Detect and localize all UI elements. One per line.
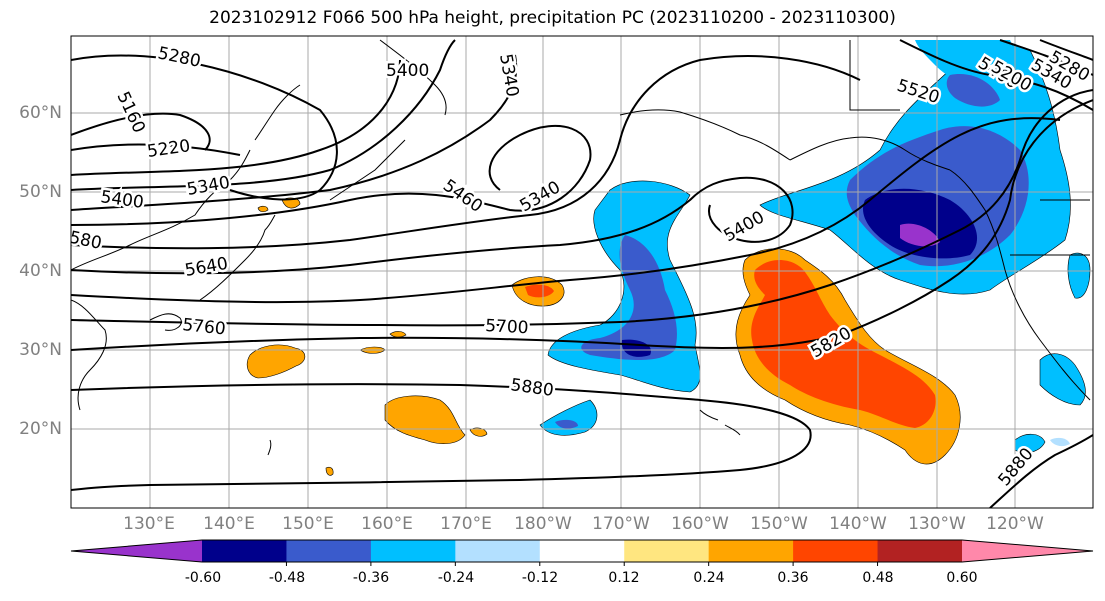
- lon-label: 150°W: [750, 514, 808, 534]
- lon-label: 160°E: [361, 514, 413, 534]
- precip-area: [525, 284, 554, 298]
- contour-label: 5700: [485, 316, 529, 338]
- precip-area: [246, 344, 306, 379]
- coastline: [329, 139, 406, 201]
- precip-area: [257, 205, 269, 213]
- height-contour: [71, 54, 518, 211]
- height-contour: [899, 39, 1093, 111]
- map-frame: [70, 35, 1094, 509]
- coastline: [71, 299, 107, 411]
- height-contours: [71, 39, 1093, 508]
- lon-label: 140°E: [203, 514, 255, 534]
- precip-area: [1050, 437, 1070, 447]
- lat-label: 30°N: [19, 340, 62, 360]
- precip-area: [384, 395, 466, 444]
- lon-label: 180°W: [514, 514, 572, 534]
- height-contour: [71, 99, 1093, 351]
- lon-label: 150°E: [282, 514, 334, 534]
- lon-label: 170°E: [440, 514, 492, 534]
- precip-area: [1039, 353, 1086, 406]
- colorbar-tick-label: 0.48: [862, 570, 894, 586]
- height-contour: [71, 112, 211, 151]
- precip-negative-areas: [539, 40, 1091, 454]
- coastline: [199, 214, 276, 301]
- lon-label: 130°E: [123, 514, 175, 534]
- coastline: [699, 409, 741, 436]
- height-contour: [71, 59, 401, 176]
- precip-area: [862, 188, 978, 259]
- coastline: [619, 109, 791, 161]
- precip-area: [751, 260, 936, 428]
- precip-area: [325, 466, 334, 476]
- coastline: [267, 439, 272, 456]
- coastline: [949, 169, 1091, 401]
- height-contour: [999, 39, 1093, 76]
- coastline: [379, 39, 447, 116]
- precip-area: [946, 74, 1000, 107]
- coastlines: [71, 39, 1091, 456]
- colorbar-tick-label: 0.60: [946, 570, 978, 586]
- height-contour: [71, 117, 1061, 304]
- colorbar-tick-label: 0.24: [693, 570, 725, 586]
- lon-label: 160°W: [671, 514, 729, 534]
- coastline: [849, 40, 900, 111]
- precip-area: [389, 331, 407, 338]
- lon-label: 140°W: [829, 514, 887, 534]
- height-contour: [71, 143, 241, 156]
- coastline: [254, 84, 301, 141]
- height-contour: [71, 383, 812, 491]
- colorbar-tick-label: -0.24: [437, 570, 475, 586]
- colorbar-tick-label: -0.48: [268, 570, 306, 586]
- colorbar-tick-label: 0.36: [777, 570, 809, 586]
- precip-area: [469, 427, 488, 437]
- gridlines: [71, 36, 1093, 508]
- colorbar-tick-label: -0.60: [184, 570, 222, 586]
- height-contour: [71, 89, 1093, 327]
- lat-label: 40°N: [19, 261, 62, 281]
- colorbar-tick-label: -0.36: [352, 570, 390, 586]
- coastline: [71, 149, 251, 271]
- lon-label: 120°W: [986, 514, 1044, 534]
- precip-area: [1014, 433, 1046, 454]
- precip-area: [900, 223, 940, 247]
- lat-label: 60°N: [19, 103, 62, 123]
- height-contour: [71, 55, 861, 250]
- map-title: 2023102912 F066 500 hPa height, precipit…: [209, 8, 896, 28]
- colorbar-tick-label: 0.12: [608, 570, 640, 586]
- lat-label: 50°N: [19, 182, 62, 202]
- height-contour: [71, 176, 794, 275]
- precip-area: [539, 399, 598, 436]
- height-contour: [989, 434, 1093, 508]
- height-contour: [71, 54, 338, 201]
- height-contour: [71, 39, 456, 191]
- precip-area: [281, 197, 301, 209]
- height-contour: [71, 125, 592, 226]
- lat-label: 20°N: [19, 419, 62, 439]
- height-contour: [1039, 39, 1093, 61]
- coastline: [789, 136, 951, 171]
- lon-label: 170°W: [592, 514, 650, 534]
- contour-label: 5400: [386, 61, 429, 81]
- colorbar-tick-label: -0.12: [521, 570, 559, 586]
- precip-area: [581, 235, 677, 360]
- coastline: [149, 313, 182, 331]
- precip-area: [555, 419, 578, 429]
- lon-label: 130°W: [908, 514, 966, 534]
